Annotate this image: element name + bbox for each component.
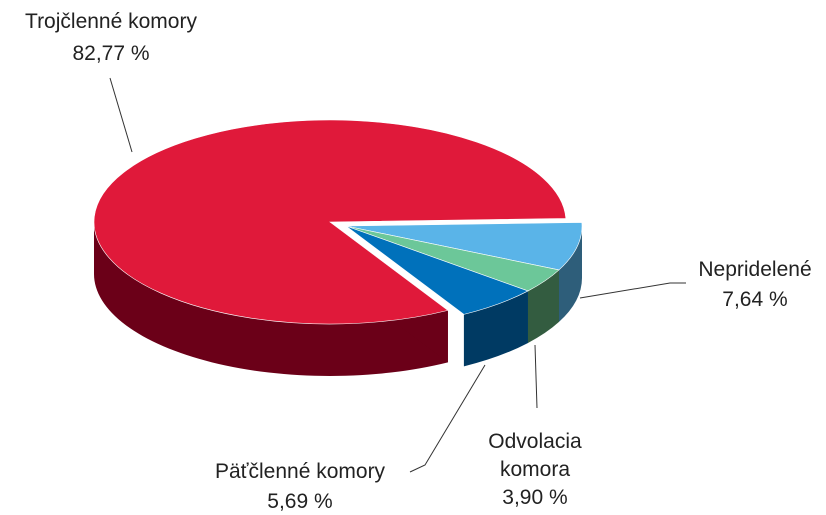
leader-line <box>409 364 486 473</box>
value-label: 82,77 % <box>72 42 150 65</box>
slice-side <box>527 269 559 343</box>
slice <box>345 225 529 315</box>
slice-label: Päťčlenné komory <box>214 460 386 483</box>
slice-side <box>94 222 448 377</box>
slice-side <box>559 226 582 322</box>
leader-line <box>579 282 686 299</box>
slice-label: Nepridelené <box>698 258 812 281</box>
value-label: 5,69 % <box>267 490 333 513</box>
value-label: 7,64 % <box>722 288 788 311</box>
slice-side <box>463 290 528 367</box>
leader-line <box>534 344 538 409</box>
value-label: 3,90 % <box>502 486 568 509</box>
slice-label: Trojčlenné komory <box>25 10 197 33</box>
slice-label: Odvolacia komora <box>488 430 582 481</box>
slice <box>93 119 567 325</box>
leader-lines <box>109 77 686 473</box>
slices <box>93 119 583 377</box>
leader-line <box>109 77 133 153</box>
slice <box>345 222 583 271</box>
